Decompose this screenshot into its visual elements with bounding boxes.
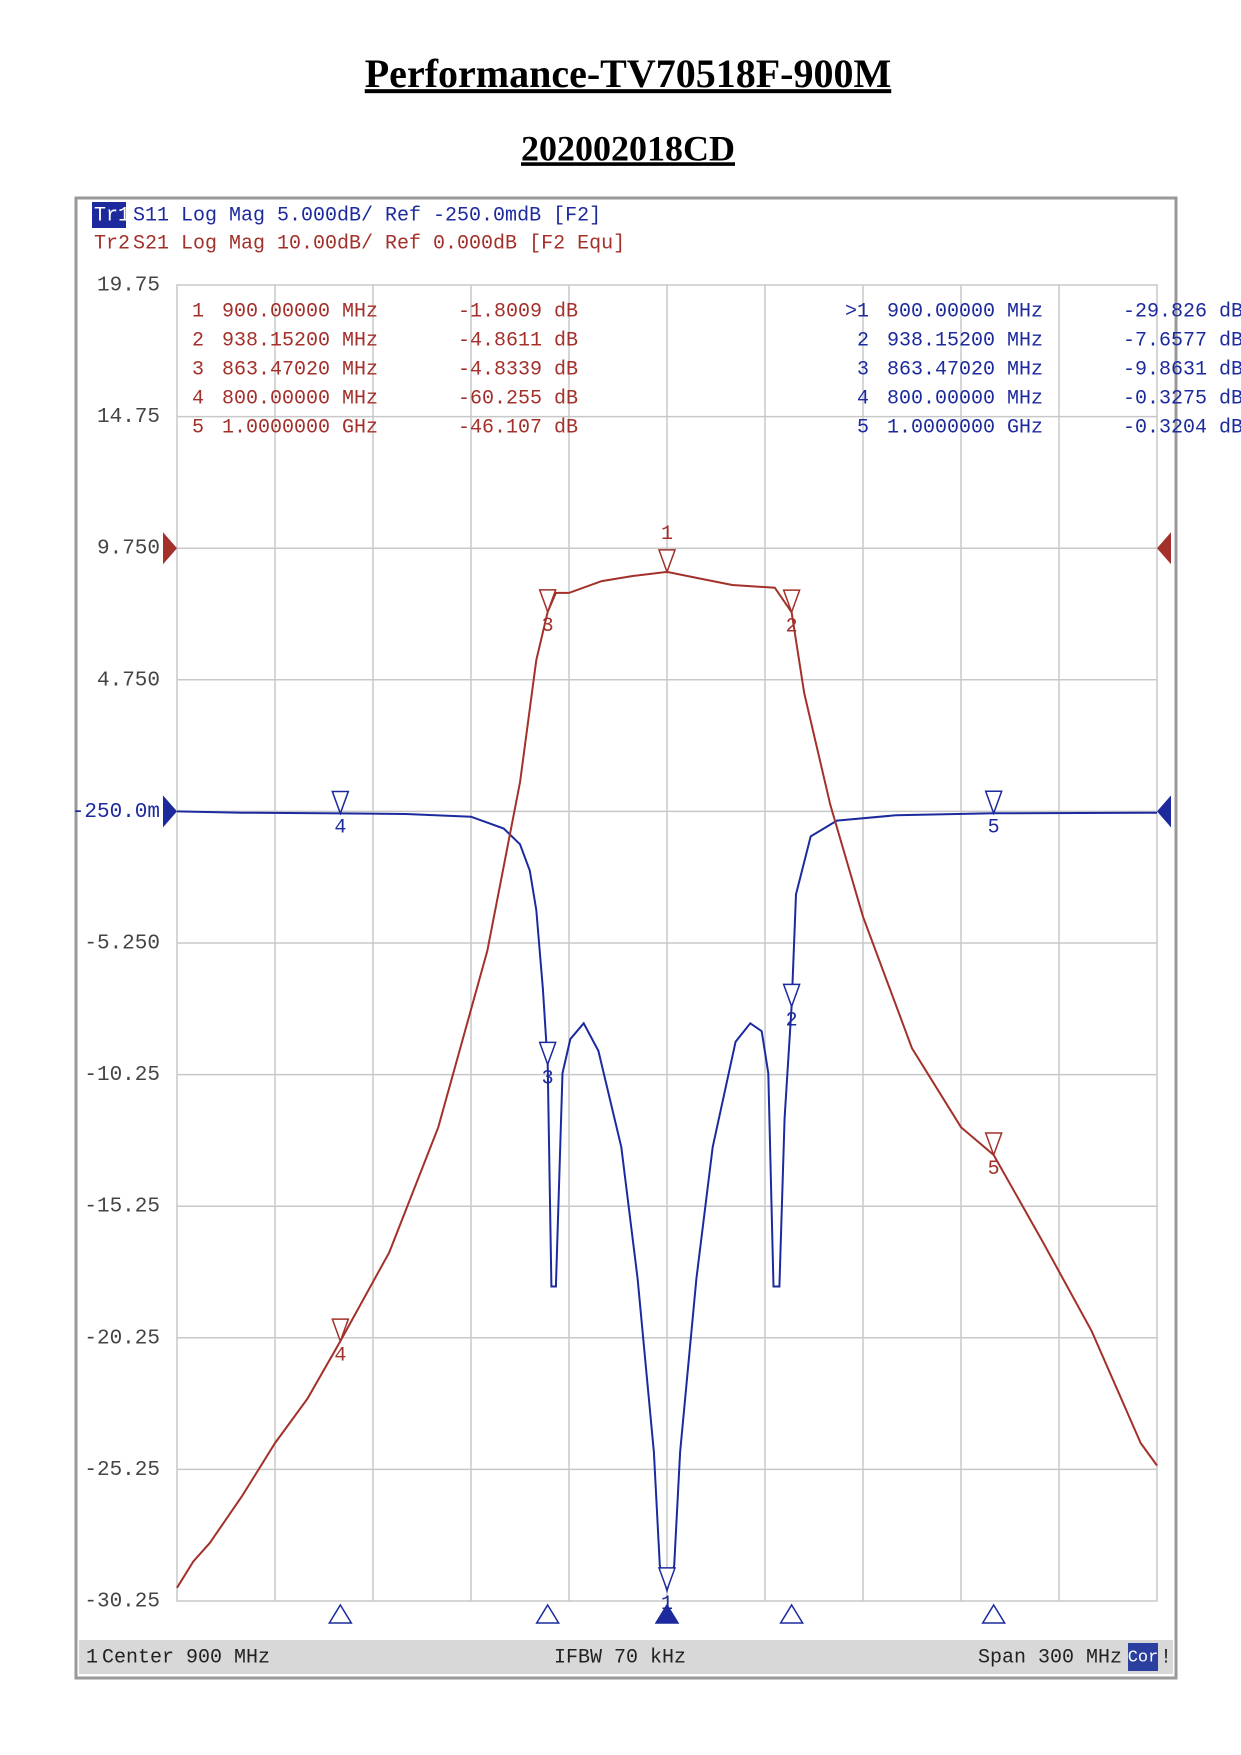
trace-line	[176, 570, 1158, 1589]
ref-arrow-left	[163, 532, 177, 565]
trace-tag: Tr2	[94, 232, 130, 255]
cor-box	[1128, 1643, 1158, 1671]
y-tick-label: 9.750	[97, 538, 160, 561]
marker-number: 5	[988, 817, 1000, 840]
marker-number: 4	[334, 817, 346, 840]
trace-tag: Tr1	[94, 204, 130, 227]
channel: 1	[86, 1646, 98, 1669]
marker-triangle	[538, 589, 557, 615]
marker-freq: 1.0000000 GHz	[222, 416, 378, 439]
y-tick-label: 4.750	[97, 669, 160, 692]
marker-number: 2	[786, 615, 798, 638]
trace-legend: S11 Log Mag 5.000dB/ Ref -250.0mdB [F2]	[133, 204, 601, 227]
marker-id: 5	[857, 416, 869, 439]
y-tick-label: -15.25	[84, 1196, 160, 1219]
marker-id: 3	[857, 358, 869, 381]
y-tick-label: -250.0m	[72, 801, 160, 824]
marker-id: 3	[192, 358, 204, 381]
marker-number: 3	[542, 1068, 554, 1091]
marker-freq: 900.00000 MHz	[887, 300, 1043, 323]
marker-value: -60.255 dB	[458, 387, 578, 410]
status-flag: !	[1160, 1646, 1172, 1669]
marker-number: 3	[542, 615, 554, 638]
y-tick-label: -20.25	[84, 1327, 160, 1350]
marker-freq: 800.00000 MHz	[887, 387, 1043, 410]
marker-triangle	[984, 790, 1003, 816]
marker-number: 1	[661, 523, 673, 546]
marker-value: -9.8631 dB	[1123, 358, 1241, 381]
marker-value: -1.8009 dB	[458, 300, 578, 323]
marker-value: -0.3204 dB	[1123, 416, 1241, 439]
marker-triangle	[657, 549, 677, 575]
y-tick-label: 14.75	[97, 406, 160, 429]
marker-id: 2	[192, 329, 204, 352]
y-tick-label: 19.75	[97, 275, 160, 298]
marker-triangle	[538, 1041, 557, 1067]
marker-value: -4.8611 dB	[458, 329, 578, 352]
marker-triangle	[782, 589, 801, 615]
trace-line	[176, 810, 1158, 1594]
marker-number: 5	[988, 1158, 1000, 1181]
ifbw: IFBW 70 kHz	[554, 1646, 686, 1669]
ref-arrow-left	[163, 795, 177, 828]
ref-arrow-right	[1157, 532, 1171, 565]
stimulus-marker	[327, 1603, 353, 1624]
status-bar	[79, 1640, 1173, 1674]
stimulus-marker	[779, 1603, 804, 1624]
stimulus-marker	[654, 1603, 680, 1624]
marker-triangle	[657, 1567, 677, 1593]
subtitle: 202002018CD	[521, 128, 735, 168]
marker-id: 5	[192, 416, 204, 439]
marker-value: -0.3275 dB	[1123, 387, 1241, 410]
marker-id: >1	[845, 300, 869, 323]
marker-freq: 863.47020 MHz	[887, 358, 1043, 381]
marker-value: -46.107 dB	[458, 416, 578, 439]
marker-value: -29.826 dB	[1123, 300, 1241, 323]
y-tick-label: -5.250	[84, 933, 160, 956]
marker-freq: 938.15200 MHz	[222, 329, 378, 352]
marker-freq: 1.0000000 GHz	[887, 416, 1043, 439]
marker-freq: 800.00000 MHz	[222, 387, 378, 410]
marker-triangle	[984, 1132, 1003, 1158]
marker-freq: 863.47020 MHz	[222, 358, 378, 381]
marker-freq: 900.00000 MHz	[222, 300, 378, 323]
marker-value: -7.6577 dB	[1123, 329, 1241, 352]
ref-arrow-right	[1157, 795, 1171, 828]
marker-triangle	[782, 983, 801, 1009]
marker-freq: 938.15200 MHz	[887, 329, 1043, 352]
marker-triangle	[331, 790, 350, 816]
stimulus-marker	[981, 1603, 1007, 1624]
marker-number: 4	[334, 1344, 346, 1367]
marker-number: 2	[786, 1010, 798, 1033]
y-tick-label: -25.25	[84, 1459, 160, 1482]
trace-legend: S21 Log Mag 10.00dB/ Ref 0.000dB [F2 Equ…	[133, 232, 625, 255]
stimulus-marker	[535, 1603, 561, 1624]
marker-id: 4	[192, 387, 204, 410]
marker-id: 1	[192, 300, 204, 323]
active-trace-box	[92, 202, 126, 228]
center-freq: Center 900 MHz	[102, 1646, 270, 1669]
span: Span 300 MHz	[978, 1646, 1122, 1669]
marker-id: 2	[857, 329, 869, 352]
marker-value: -4.8339 dB	[458, 358, 578, 381]
marker-id: 4	[857, 387, 869, 410]
correction: Cor	[1128, 1648, 1159, 1667]
y-tick-label: -30.25	[84, 1591, 160, 1614]
y-tick-label: -10.25	[84, 1064, 160, 1087]
marker-triangle	[331, 1318, 350, 1344]
title: Performance-TV70518F-900M	[365, 51, 891, 96]
